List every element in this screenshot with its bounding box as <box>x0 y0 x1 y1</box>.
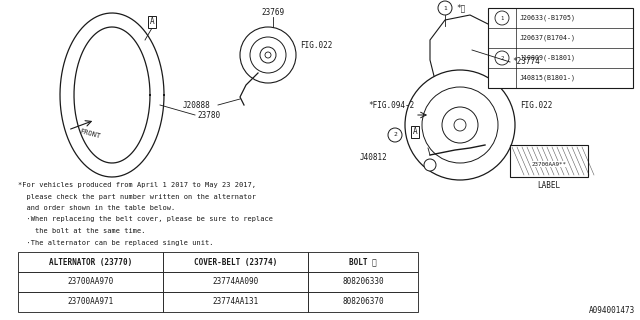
Text: J20888: J20888 <box>183 100 211 109</box>
Text: 2: 2 <box>500 55 504 60</box>
FancyBboxPatch shape <box>308 272 418 292</box>
Text: ·The alternator can be replaced single unit.: ·The alternator can be replaced single u… <box>18 239 214 245</box>
Text: FIG.022: FIG.022 <box>520 100 552 109</box>
Circle shape <box>260 47 276 63</box>
Text: 23780: 23780 <box>197 110 220 119</box>
Text: 23700AA971: 23700AA971 <box>67 298 114 307</box>
Text: 23774AA090: 23774AA090 <box>212 277 259 286</box>
Circle shape <box>454 119 466 131</box>
FancyBboxPatch shape <box>163 252 308 272</box>
FancyBboxPatch shape <box>308 252 418 272</box>
Circle shape <box>405 70 515 180</box>
Text: J40812: J40812 <box>360 154 388 163</box>
FancyBboxPatch shape <box>18 252 163 272</box>
Text: A094001473: A094001473 <box>589 306 635 315</box>
Text: A: A <box>150 18 154 27</box>
Circle shape <box>424 159 436 171</box>
Circle shape <box>265 52 271 58</box>
Text: J40815(B1801-): J40815(B1801-) <box>520 75 576 81</box>
Text: *23774: *23774 <box>512 58 540 67</box>
FancyBboxPatch shape <box>18 292 163 312</box>
Circle shape <box>240 27 296 83</box>
Circle shape <box>495 11 509 25</box>
Text: 23700AA9**: 23700AA9** <box>531 162 566 166</box>
Text: 23774AA131: 23774AA131 <box>212 298 259 307</box>
Circle shape <box>388 128 402 142</box>
Text: and order shown in the table below.: and order shown in the table below. <box>18 205 175 211</box>
Circle shape <box>438 1 452 15</box>
Text: *For vehicles produced from April 1 2017 to May 23 2017,: *For vehicles produced from April 1 2017… <box>18 182 256 188</box>
FancyBboxPatch shape <box>163 292 308 312</box>
Text: 2: 2 <box>393 132 397 138</box>
Text: ALTERNATOR (23770): ALTERNATOR (23770) <box>49 258 132 267</box>
Text: LABEL: LABEL <box>538 180 561 189</box>
Text: 1: 1 <box>500 15 504 20</box>
Circle shape <box>422 87 498 163</box>
Text: FIG.022: FIG.022 <box>300 41 332 50</box>
Text: 1: 1 <box>443 5 447 11</box>
Text: J20637(B1704-): J20637(B1704-) <box>520 35 576 41</box>
Text: 808206330: 808206330 <box>342 277 384 286</box>
Text: ·When replaceing the belt cover, please be sure to replace: ·When replaceing the belt cover, please … <box>18 217 273 222</box>
Text: J10809(-B1801): J10809(-B1801) <box>520 55 576 61</box>
FancyBboxPatch shape <box>18 272 163 292</box>
Circle shape <box>495 51 509 65</box>
FancyBboxPatch shape <box>488 8 633 88</box>
Text: 23700AA970: 23700AA970 <box>67 277 114 286</box>
Text: COVER-BELT (23774): COVER-BELT (23774) <box>194 258 277 267</box>
FancyBboxPatch shape <box>163 272 308 292</box>
FancyBboxPatch shape <box>308 292 418 312</box>
Text: please check the part number written on the alternator: please check the part number written on … <box>18 194 256 199</box>
Text: 808206370: 808206370 <box>342 298 384 307</box>
Text: BOLT ①: BOLT ① <box>349 258 377 267</box>
Text: 23769: 23769 <box>261 8 285 17</box>
Text: A: A <box>413 127 417 137</box>
Circle shape <box>250 37 286 73</box>
Circle shape <box>442 107 478 143</box>
Text: *FIG.094-2: *FIG.094-2 <box>368 100 414 109</box>
FancyBboxPatch shape <box>510 145 588 177</box>
Text: FRONT: FRONT <box>79 128 101 139</box>
Text: the bolt at the same time.: the bolt at the same time. <box>18 228 145 234</box>
Polygon shape <box>430 15 500 100</box>
Text: *①: *① <box>456 4 465 12</box>
Text: J20633(-B1705): J20633(-B1705) <box>520 15 576 21</box>
